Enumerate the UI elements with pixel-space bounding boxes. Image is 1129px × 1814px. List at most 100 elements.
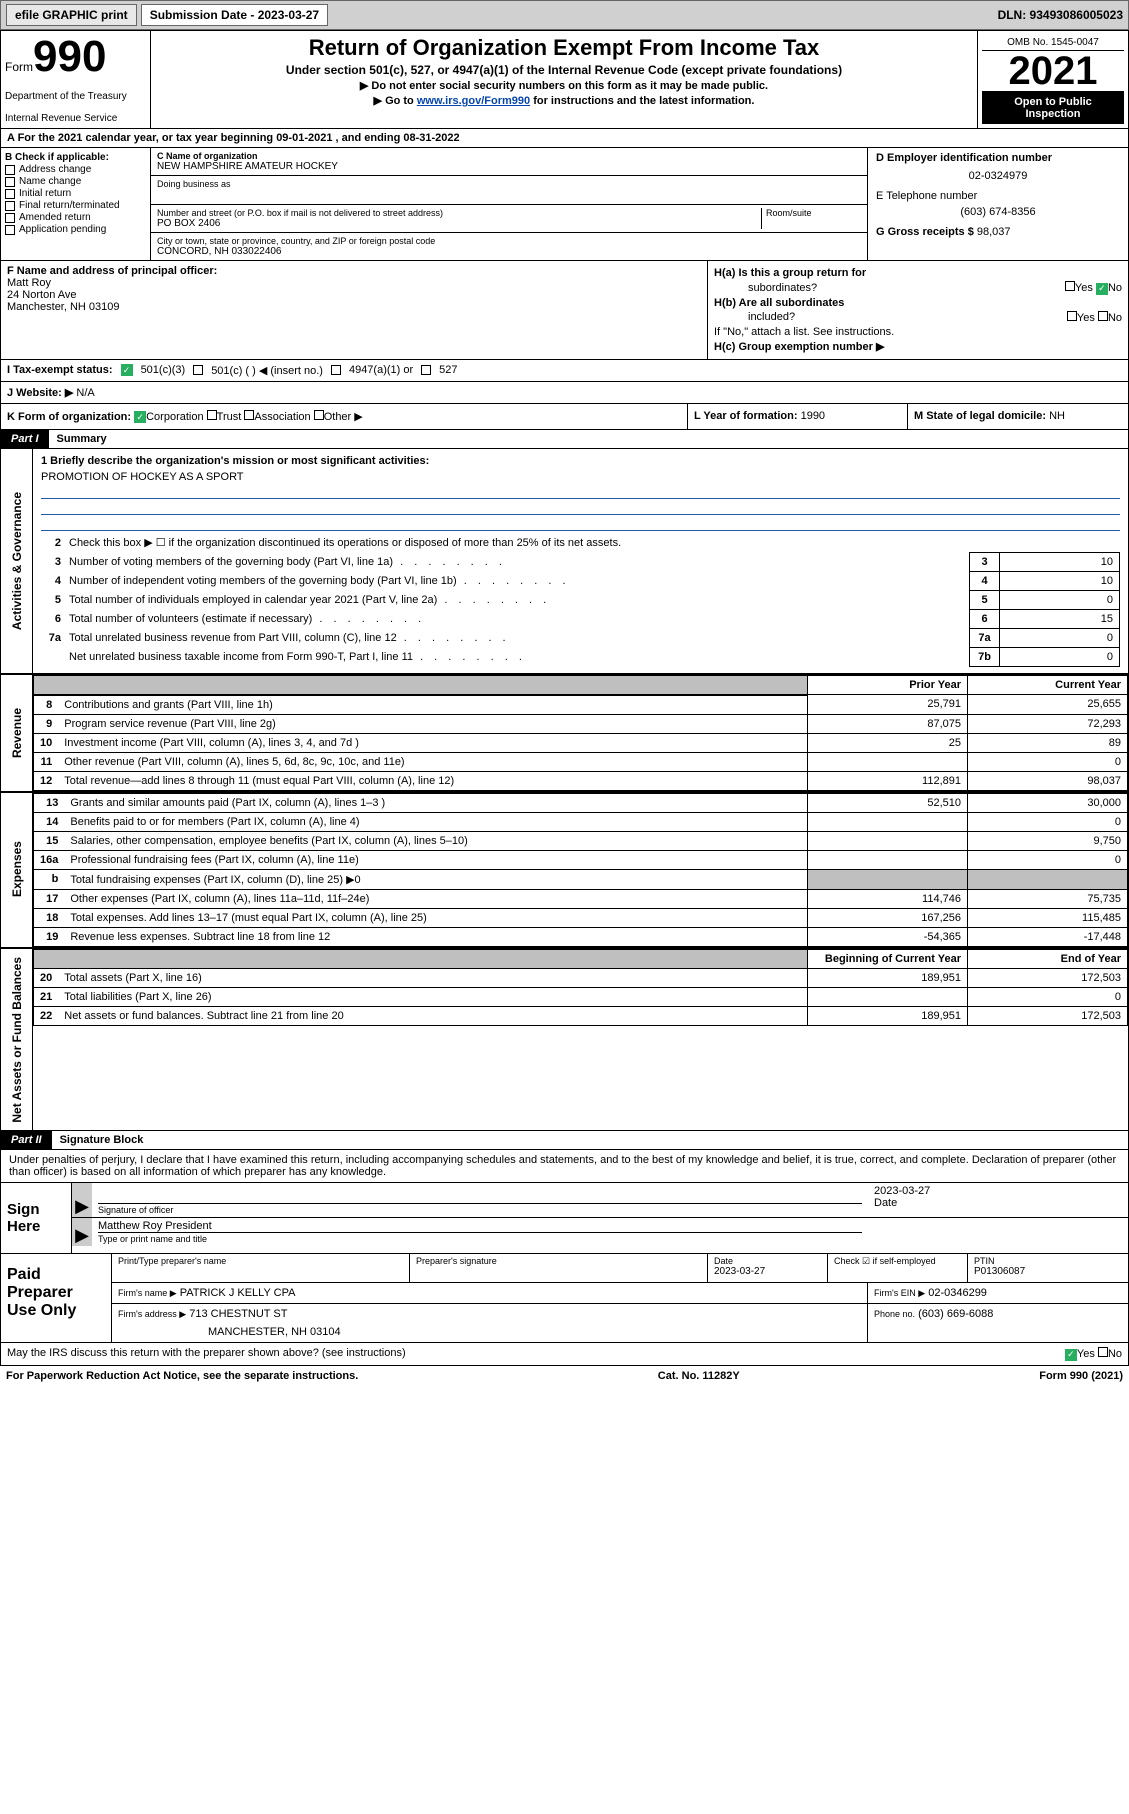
prep-self-employed: Check ☑ if self-employed [828,1254,968,1283]
hb-note: If "No," attach a list. See instructions… [714,326,1122,338]
efile-button[interactable]: efile GRAPHIC print [6,4,137,26]
cb-501c3[interactable]: ✓ [121,364,133,376]
right-header: OMB No. 1545-0047 2021 Open to Public In… [978,31,1128,128]
discuss-yes-cb[interactable]: ✓ [1065,1349,1077,1361]
current-year-hdr: Current Year [968,676,1128,695]
instruction-1: ▶ Do not enter social security numbers o… [155,79,973,92]
discuss-no-cb[interactable] [1098,1347,1108,1357]
side-expenses: Expenses [1,793,33,947]
fin-row: 17Other expenses (Part IX, column (A), l… [34,889,1128,908]
cb-corporation[interactable]: ✓ [134,411,146,423]
part2-header: Part II Signature Block [0,1131,1129,1150]
top-toolbar: efile GRAPHIC print Submission Date - 20… [0,0,1129,30]
org-name-value: NEW HAMPSHIRE AMATEUR HOCKEY [157,161,861,172]
form-subtitle: Under section 501(c), 527, or 4947(a)(1)… [155,63,973,77]
cb-address-change[interactable]: Address change [5,164,146,175]
side-net-assets: Net Assets or Fund Balances [1,949,33,1131]
submission-date-button[interactable]: Submission Date - 2023-03-27 [141,4,328,26]
gov-line: 5Total number of individuals employed in… [41,591,1120,610]
open-pub-2: Inspection [986,108,1120,120]
hc-label: H(c) Group exemption number ▶ [714,340,1122,353]
cb-final-return[interactable]: Final return/terminated [5,200,146,211]
cb-application-pending[interactable]: Application pending [5,224,146,235]
blue-rule-2 [41,501,1120,515]
dba-label: Doing business as [157,179,861,189]
row-klm: K Form of organization: ✓Corporation Tru… [0,404,1129,431]
part1-title: Summary [49,430,115,448]
gross-label: G Gross receipts $ [876,226,974,238]
addr-value: PO BOX 2406 [157,218,761,229]
tel-label: E Telephone number [876,190,1120,202]
dept-treasury: Department of the Treasury [5,91,146,102]
firm-phone-row: Phone no. (603) 669-6088 [868,1304,1128,1342]
gov-line: 7aTotal unrelated business revenue from … [41,629,1120,648]
sig-date-value: 2023-03-27 [874,1185,1122,1197]
hb-yes-cb[interactable] [1067,311,1077,321]
net-assets-block: Net Assets or Fund Balances Beginning of… [0,947,1129,1132]
open-public-badge: Open to Public Inspection [982,92,1124,124]
col-b-title: B Check if applicable: [5,152,146,163]
discuss-row: May the IRS discuss this return with the… [0,1343,1129,1366]
irs-gov-link[interactable]: www.irs.gov/Form990 [417,95,530,107]
city-label: City or town, state or province, country… [157,236,861,246]
addr-label: Number and street (or P.O. box if mail i… [157,208,761,218]
officer-name-title: Matthew Roy President [98,1220,862,1232]
activities-governance-block: Activities & Governance 1 Briefly descri… [0,449,1129,673]
dln-label: DLN: 93493086005023 [998,8,1123,22]
part1-tag: Part I [1,430,49,448]
signature-field[interactable]: Signature of officer [92,1183,868,1217]
prep-sig-col: Preparer's signature [410,1254,708,1283]
cb-4947[interactable] [331,365,341,375]
fin-row: 11Other revenue (Part VIII, column (A), … [34,752,1128,771]
cat-no: Cat. No. 11282Y [658,1370,740,1382]
cb-name-change[interactable]: Name change [5,176,146,187]
paid-preparer-label: Paid Preparer Use Only [1,1254,111,1342]
row-j-website: J Website: ▶ N/A [0,382,1129,404]
f-label: F Name and address of principal officer: [7,265,701,277]
fin-row: 9Program service revenue (Part VIII, lin… [34,714,1128,733]
fin-row: 18Total expenses. Add lines 13–17 (must … [34,908,1128,927]
part2-tag: Part II [1,1131,52,1149]
m-state-domicile: M State of legal domicile: NH [908,404,1128,430]
fin-row: 19Revenue less expenses. Subtract line 1… [34,927,1128,946]
hb-label: H(b) Are all subordinates [714,297,844,309]
ha-no-cb[interactable]: ✓ [1096,283,1108,295]
blue-rule-3 [41,517,1120,531]
revenue-table: Prior YearCurrent Year 8Contributions an… [33,675,1128,791]
section-bcd: B Check if applicable: Address change Na… [0,148,1129,261]
col-d-ein-phone: D Employer identification number 02-0324… [868,148,1128,260]
h-block: H(a) Is this a group return for subordin… [708,261,1128,359]
cb-501c[interactable] [193,365,203,375]
fin-row: 13Grants and similar amounts paid (Part … [34,793,1128,812]
gov-line: 4Number of independent voting members of… [41,572,1120,591]
cb-trust[interactable] [207,410,217,420]
cb-association[interactable] [244,410,254,420]
fin-row: 10Investment income (Part VIII, column (… [34,733,1128,752]
cb-amended-return[interactable]: Amended return [5,212,146,223]
form-number: 990 [33,32,106,81]
mission-answer: PROMOTION OF HOCKEY AS A SPORT [41,471,1120,483]
gov-line: 6Total number of volunteers (estimate if… [41,610,1120,629]
hb-sub: included? [748,311,795,323]
sign-here-block: Sign Here ▶ Signature of officer 2023-03… [0,1183,1129,1254]
instr2-pre: ▶ Go to [374,95,417,107]
firm-addr-row: Firm's address ▶ 713 CHESTNUT ST MANCHES… [112,1304,868,1342]
expenses-block: Expenses 13Grants and similar amounts pa… [0,791,1129,947]
discuss-text: May the IRS discuss this return with the… [7,1347,406,1361]
officer-addr1: 24 Norton Ave [7,289,701,301]
cb-other[interactable] [314,410,324,420]
form-header: Form990 Department of the Treasury Inter… [0,30,1129,129]
cb-initial-return[interactable]: Initial return [5,188,146,199]
fin-row: 14Benefits paid to or for members (Part … [34,812,1128,831]
footer-bottom: For Paperwork Reduction Act Notice, see … [0,1366,1129,1386]
fin-row: bTotal fundraising expenses (Part IX, co… [34,869,1128,889]
j-label: J Website: ▶ [7,387,73,399]
row-i-tax-status: I Tax-exempt status: ✓501(c)(3) 501(c) (… [0,360,1129,382]
hb-no-cb[interactable] [1098,311,1108,321]
tel-value: (603) 674-8356 [876,206,1120,218]
cb-527[interactable] [421,365,431,375]
fin-row: 20Total assets (Part X, line 16)189,9511… [34,968,1128,987]
penalty-statement: Under penalties of perjury, I declare th… [0,1150,1129,1183]
form-number-box: Form990 Department of the Treasury Inter… [1,31,151,128]
ha-yes-cb[interactable] [1065,281,1075,291]
